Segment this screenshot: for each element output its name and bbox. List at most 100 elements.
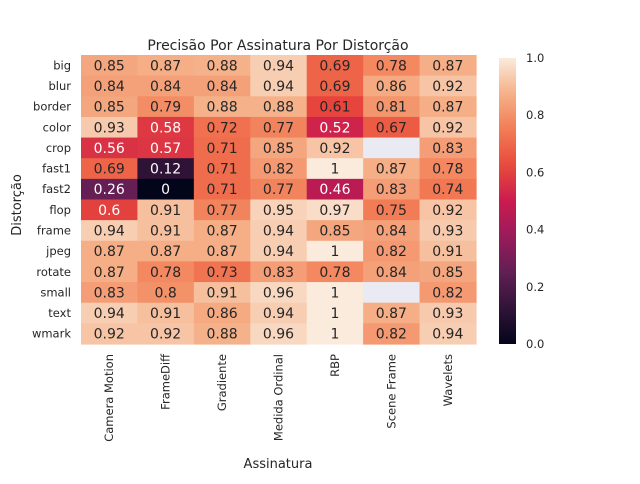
cell-value-label: 0.92	[432, 79, 463, 95]
cell-value-label: 0.58	[150, 120, 181, 136]
heatmap-cell	[419, 282, 477, 304]
cell-value-label: 0.88	[206, 100, 237, 116]
row-label: text	[48, 306, 71, 320]
cell-value-label: 0.87	[150, 58, 181, 74]
cell-value-label: 0.78	[150, 265, 181, 281]
x-axis-label: Assinatura	[244, 457, 313, 472]
cell-value-label: 0.88	[263, 100, 294, 116]
heatmap-cell	[363, 116, 421, 139]
heatmap-cell	[363, 75, 421, 97]
cell-value-label: 0.92	[94, 327, 125, 343]
heatmap-cell	[81, 323, 139, 345]
heatmap-cell	[193, 116, 251, 139]
heatmap-cell	[193, 96, 251, 118]
heatmap-cell	[363, 55, 421, 77]
cell-value-label: 0.87	[94, 244, 125, 260]
row-label: small	[40, 285, 71, 299]
row-label: rotate	[36, 265, 71, 279]
cell-value-label: 0.81	[376, 100, 407, 116]
heatmap-cell	[81, 302, 139, 324]
heatmap-cell	[137, 220, 195, 242]
heatmap-cell	[419, 158, 477, 180]
cell-value-label: 0.71	[206, 162, 237, 178]
y-axis-label: Distorção	[10, 174, 25, 236]
cell-value-label: 0.82	[376, 244, 407, 260]
heatmap-cell	[250, 55, 308, 77]
heatmap-cell	[137, 282, 195, 304]
cell-value-label: 0.82	[376, 327, 407, 343]
heatmap-cell	[250, 220, 308, 242]
cell-value-label: 0.96	[263, 285, 294, 301]
heatmap-cell	[193, 158, 251, 180]
cell-value-label: 0.95	[263, 203, 294, 219]
cell-value-label: 0.92	[432, 203, 463, 219]
heatmap-cell	[137, 261, 195, 283]
heatmap-cell	[81, 137, 139, 159]
colorbar-tick-label: 0.8	[526, 108, 544, 122]
heatmap-cell	[193, 261, 251, 283]
heatmap-cell	[81, 282, 139, 304]
heatmap-cell	[363, 158, 421, 180]
heatmap-cell	[306, 220, 364, 242]
cell-value-label: 0.73	[206, 265, 237, 281]
colorbar-tick-label: 1.0	[526, 51, 544, 65]
heatmap-cell	[193, 220, 251, 242]
heatmap-cell	[193, 323, 251, 345]
heatmap-cell	[250, 116, 308, 139]
heatmap-cell	[81, 55, 139, 77]
cell-value-label: 0.77	[263, 120, 294, 136]
heatmap-cell	[81, 199, 139, 221]
heatmap-cell	[81, 240, 139, 263]
cell-value-label: 0.87	[206, 244, 237, 260]
colorbar-tick-label: 0.2	[526, 280, 544, 294]
row-label: flop	[49, 203, 71, 217]
cell-value-label: 0.52	[319, 120, 350, 136]
cell-value-label: 0.85	[432, 265, 463, 281]
colorbar-ticks: 0.0 0.2 0.4 0.6 0.8 1.0	[526, 51, 544, 351]
cell-value-label: 0.91	[432, 244, 463, 260]
column-labels: Camera Motion FrameDiff Gradiente Medida Or…	[102, 353, 455, 442]
heatmap-cell	[306, 55, 364, 77]
cell-value-label: 0.71	[206, 141, 237, 157]
cell-value-label: 0.85	[319, 223, 350, 239]
heatmap-cell	[193, 282, 251, 304]
cell-value-label: 0.91	[150, 203, 181, 219]
heatmap-cell	[306, 158, 364, 180]
cell-value-label: 0.83	[263, 265, 294, 281]
cell-value-label: 0.74	[432, 182, 463, 198]
column-label: Gradiente	[215, 354, 229, 411]
heatmap-cell	[419, 75, 477, 97]
cell-value-label: 0.84	[94, 79, 125, 95]
cell-value-label: 0.84	[206, 79, 237, 95]
row-label: big	[53, 58, 71, 72]
heatmap-cell	[250, 302, 308, 324]
heatmap-cell	[419, 261, 477, 283]
colorbar-tick-label: 0.6	[526, 165, 544, 179]
cell-value-label: 0.12	[150, 162, 181, 178]
cell-value-label: 0.85	[94, 58, 125, 74]
heatmap-cell	[193, 137, 251, 159]
cell-value-label: 0.93	[432, 306, 463, 322]
cell-value-label: 0.94	[432, 327, 463, 343]
column-label: FrameDiff	[159, 353, 173, 410]
cell-value-label: 0.86	[376, 79, 407, 95]
heatmap-cell	[250, 240, 308, 263]
heatmap-cell	[193, 75, 251, 97]
heatmap-cell	[137, 199, 195, 221]
heatmap-cell	[81, 116, 139, 139]
heatmap-cell	[419, 199, 477, 221]
cell-value-label: 0.87	[432, 100, 463, 116]
heatmap-cell	[306, 116, 364, 139]
cell-value-label: 0.78	[319, 265, 350, 281]
cell-value-label: 0.6	[98, 203, 120, 219]
cell-value-label: 0.84	[376, 223, 407, 239]
heatmap-cell	[363, 323, 421, 345]
heatmap-cell	[250, 158, 308, 180]
cell-value-label: 0.93	[94, 120, 125, 136]
cell-value-label: 0.91	[150, 306, 181, 322]
heatmap-cell	[137, 178, 195, 201]
cell-value-label: 0.94	[263, 58, 294, 74]
colorbar-tick-label: 0.0	[526, 337, 544, 351]
heatmap-cell	[250, 178, 308, 201]
